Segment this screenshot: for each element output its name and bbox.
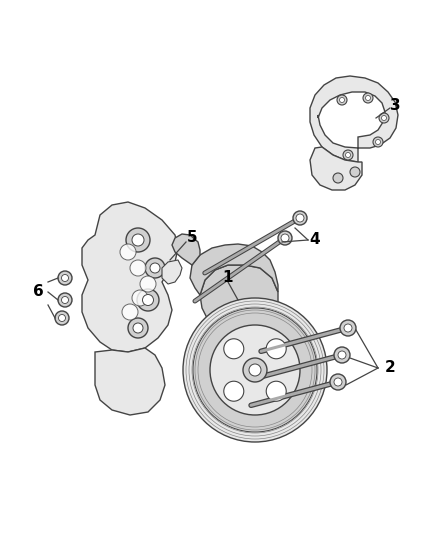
Polygon shape [172,234,200,265]
Circle shape [338,351,346,359]
Circle shape [58,293,72,307]
Polygon shape [200,265,278,335]
Polygon shape [162,260,182,284]
Circle shape [150,263,160,273]
Circle shape [278,231,292,245]
Circle shape [132,290,148,306]
Circle shape [373,137,383,147]
Polygon shape [310,147,362,190]
Circle shape [224,339,244,359]
Circle shape [142,295,153,305]
Circle shape [58,271,72,285]
Circle shape [293,211,307,225]
Circle shape [59,314,66,321]
Circle shape [330,374,346,390]
Circle shape [61,274,68,281]
Circle shape [343,150,353,160]
Circle shape [133,323,143,333]
Circle shape [350,167,360,177]
Circle shape [210,325,300,415]
Circle shape [266,339,286,359]
Circle shape [130,260,146,276]
Circle shape [140,276,156,292]
Circle shape [334,378,342,386]
Circle shape [346,152,350,157]
Circle shape [137,289,159,311]
Circle shape [296,214,304,222]
Text: 5: 5 [187,230,197,246]
Circle shape [381,116,386,120]
Text: 2: 2 [385,360,396,376]
Circle shape [333,173,343,183]
Circle shape [122,304,138,320]
Circle shape [334,347,350,363]
Polygon shape [95,348,165,415]
Circle shape [363,93,373,103]
Circle shape [339,98,345,102]
Polygon shape [190,244,278,295]
Circle shape [379,113,389,123]
Circle shape [340,320,356,336]
Circle shape [132,234,144,246]
Circle shape [365,95,371,101]
Circle shape [375,140,381,144]
Circle shape [344,324,352,332]
Circle shape [120,244,136,260]
Circle shape [224,381,244,401]
Polygon shape [82,202,178,352]
Text: 4: 4 [310,232,320,247]
Circle shape [281,234,289,242]
Text: 1: 1 [223,271,233,286]
Circle shape [145,258,165,278]
Polygon shape [310,76,398,162]
Circle shape [337,95,347,105]
Text: 3: 3 [390,98,400,112]
Circle shape [55,311,69,325]
Circle shape [126,228,150,252]
Circle shape [128,318,148,338]
Circle shape [243,358,267,382]
Circle shape [183,298,327,442]
Circle shape [193,308,317,432]
Circle shape [249,364,261,376]
Circle shape [61,296,68,303]
Text: 6: 6 [32,285,43,300]
Circle shape [266,381,286,401]
